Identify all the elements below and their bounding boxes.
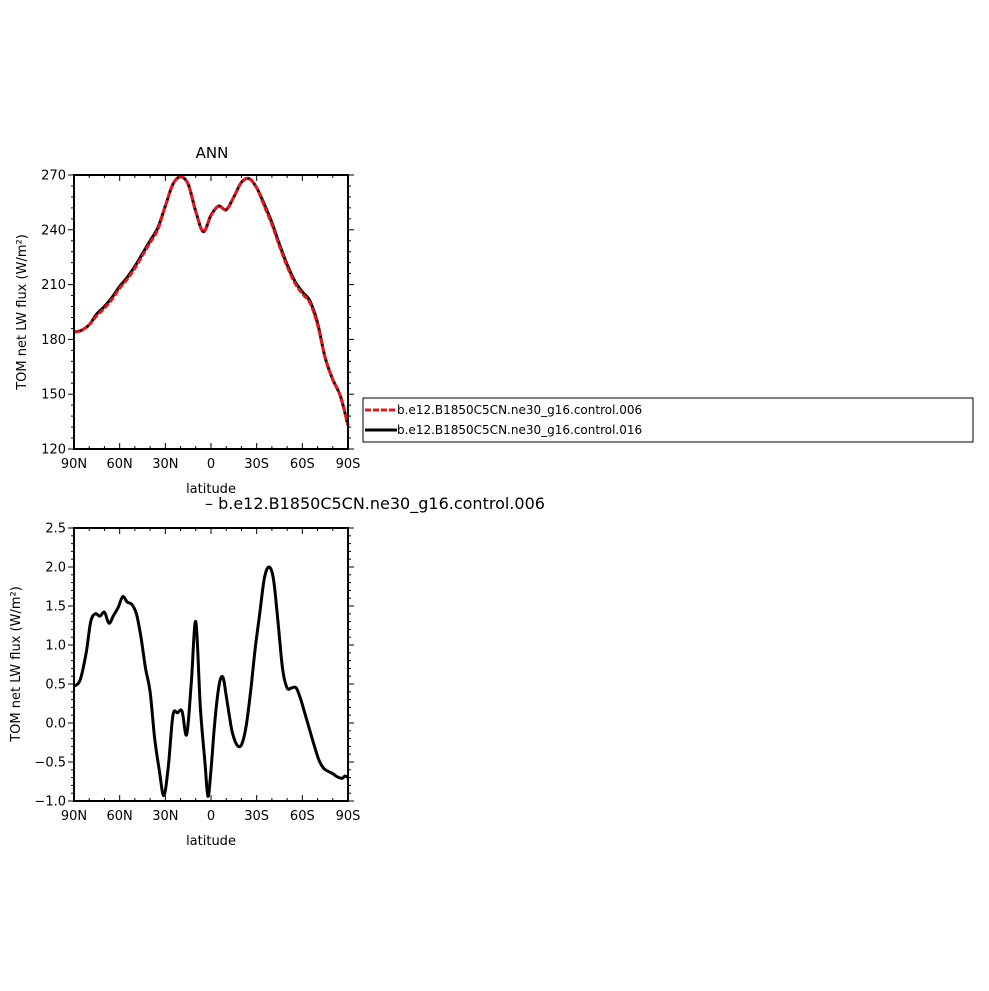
- top-y-tick-label: 270: [41, 169, 66, 184]
- chart-title: ANN: [196, 144, 229, 162]
- bottom-x-tick-label: 30S: [244, 809, 269, 824]
- bottom-y-tick-label: −1.0: [34, 795, 66, 810]
- legend-label-006: b.e12.B1850C5CN.ne30_g16.control.006: [397, 403, 642, 417]
- bottom-x-tick-label: 30N: [152, 809, 178, 824]
- bottom-y-tick-label: 0.0: [45, 717, 66, 732]
- top-y-tick-label: 120: [41, 443, 66, 458]
- top-y-tick-label: 210: [41, 278, 66, 293]
- bottom-y-tick-label: 2.5: [45, 522, 66, 537]
- top-x-tick-label: 90S: [336, 457, 361, 472]
- bottom-chart-panel: 90N 60N 30N 0 30S 60S 90S −1.0 −0.5 0.0 0.5 1.0 1.5 2…: [9, 522, 360, 850]
- difference-line: [72, 565, 349, 798]
- legend-label-016: b.e12.B1850C5CN.ne30_g16.control.016: [397, 423, 642, 437]
- legend-box: [362, 397, 974, 443]
- bottom-x-tick-label: 90N: [61, 809, 87, 824]
- bottom-y-tick-label: 1.5: [45, 600, 66, 615]
- bottom-x-tick-label: 0: [207, 809, 215, 824]
- top-x-tick-label: 60N: [107, 457, 133, 472]
- bottom-y-axis-title: TOM net LW flux (W/m²): [9, 586, 24, 743]
- bottom-x-tick-label: 90S: [336, 809, 361, 824]
- bottom-x-tick-label: 60S: [290, 809, 315, 824]
- difference-title: – b.e12.B1850C5CN.ne30_g16.control.006: [205, 494, 545, 514]
- legend: b.e12.B1850C5CN.ne30_g16.control.006 b.e…: [362, 397, 974, 443]
- top-y-tick-label: 180: [41, 333, 66, 348]
- top-x-tick-label: 30N: [152, 457, 178, 472]
- top-x-axis-title: latitude: [186, 482, 236, 497]
- top-x-tick-label: 90N: [61, 457, 87, 472]
- top-x-tick-label: 30S: [244, 457, 269, 472]
- bottom-y-tick-label: 2.0: [45, 561, 66, 576]
- top-x-tick-label: 0: [207, 457, 215, 472]
- top-chart-lines: [73, 175, 350, 426]
- top-y-axis-title: TOM net LW flux (W/m²): [15, 234, 30, 391]
- bottom-y-tick-label: 1.0: [45, 639, 66, 654]
- bottom-y-tick-label: −0.5: [34, 756, 66, 771]
- top-chart-frame: [73, 174, 349, 450]
- top-chart-ticks: 90N 60N 30N 0 30S 60S 90S 120 150 180 210 240 270: [41, 169, 360, 473]
- top-y-tick-label: 150: [41, 388, 66, 403]
- series-line-006: [73, 175, 350, 426]
- top-chart-panel: ANN 90N 60N 30N 0 30S 60S 90S 120 150 180 210 240 27…: [15, 144, 360, 497]
- bottom-y-tick-label: 0.5: [45, 678, 66, 693]
- top-y-tick-label: 240: [41, 223, 66, 238]
- bottom-chart-lines: [72, 565, 349, 798]
- bottom-x-axis-title: latitude: [186, 834, 236, 849]
- bottom-x-tick-label: 60N: [107, 809, 133, 824]
- top-x-tick-label: 60S: [290, 457, 315, 472]
- bottom-chart-frame: [73, 527, 349, 802]
